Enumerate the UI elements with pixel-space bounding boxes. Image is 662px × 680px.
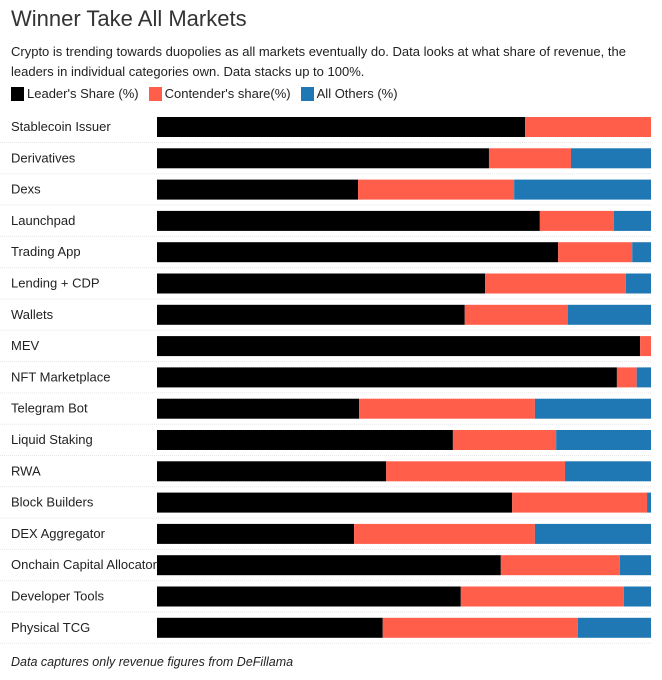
bar-segment-others — [625, 273, 651, 294]
bar-segment-leader — [157, 242, 559, 263]
category-label: DEX Aggregator — [11, 526, 106, 541]
bar-segment-leader — [157, 492, 513, 513]
bar-segment-contender — [558, 242, 633, 263]
bar-segment-others — [570, 148, 651, 169]
bar-segment-leader — [157, 336, 641, 357]
legend: Leader's Share (%) Contender's share(%) … — [11, 86, 398, 101]
bar-segment-leader — [157, 586, 461, 607]
legend-swatch — [148, 86, 162, 101]
bar-segment-others — [632, 242, 651, 263]
bar-segment-others — [647, 492, 651, 513]
category-label: Launchpad — [11, 213, 75, 228]
legend-label: Leader's Share (%) — [27, 86, 139, 101]
bar-segment-others — [613, 210, 651, 231]
bar-segment-others — [568, 304, 651, 325]
legend-item-others: All Others (%) — [300, 86, 398, 101]
category-label: Dexs — [11, 182, 41, 197]
bar-segment-leader — [157, 273, 486, 294]
bar-segment-contender — [460, 586, 624, 607]
bar-segment-contender — [354, 523, 535, 544]
category-label: NFT Marketplace — [11, 369, 110, 384]
bar-segment-leader — [157, 555, 501, 576]
category-label: Liquid Staking — [11, 432, 93, 447]
bar-segment-others — [577, 617, 651, 638]
category-label: Telegram Bot — [11, 401, 88, 416]
legend-swatch — [300, 86, 314, 101]
category-label: Derivatives — [11, 150, 76, 165]
bar-segment-contender — [464, 304, 569, 325]
bar-segment-contender — [616, 367, 637, 388]
bar-segment-leader — [157, 117, 526, 137]
bar-segment-others — [619, 555, 651, 576]
bar-segment-contender — [358, 179, 515, 200]
bar-segment-leader — [157, 430, 453, 450]
bar-segment-contender — [485, 273, 626, 294]
legend-item-leader: Leader's Share (%) — [11, 86, 139, 101]
category-label: Block Builders — [11, 495, 94, 510]
category-label: Trading App — [11, 244, 81, 259]
bar-segment-leader — [157, 179, 359, 200]
category-label: Onchain Capital Allocator — [11, 557, 158, 572]
bar-segment-leader — [157, 304, 465, 325]
bar-segment-others — [534, 398, 651, 419]
footnote: Data captures only revenue figures from … — [11, 655, 294, 669]
bar-segment-leader — [157, 461, 387, 482]
bar-segment-contender — [500, 555, 620, 576]
bar-segment-contender — [386, 461, 566, 482]
legend-label: Contender's share(%) — [164, 86, 291, 101]
legend-label: All Others (%) — [316, 86, 398, 101]
category-label: Developer Tools — [11, 589, 104, 604]
bar-segment-contender — [539, 210, 614, 231]
bar-segment-contender — [512, 492, 648, 513]
bar-segment-leader — [157, 210, 540, 231]
chart-subtitle: Crypto is trending towards duopolies as … — [11, 44, 626, 79]
bar-segment-leader — [157, 523, 355, 544]
bar-segment-leader — [157, 367, 617, 388]
category-label: Lending + CDP — [11, 276, 100, 291]
category-label: Physical TCG — [11, 620, 90, 635]
bar-segment-others — [556, 430, 651, 450]
bar-segment-others — [636, 367, 651, 388]
legend-swatch — [11, 86, 24, 101]
bar-segment-contender — [640, 336, 651, 357]
bar-segment-leader — [157, 398, 360, 419]
bar-segment-others — [565, 461, 651, 482]
bar-segment-contender — [359, 398, 535, 419]
bar-segment-others — [514, 179, 651, 200]
bar-segment-contender — [382, 617, 578, 638]
chart-title: Winner Take All Markets — [11, 6, 247, 31]
bar-segment-leader — [157, 617, 383, 638]
legend-item-contender: Contender's share(%) — [148, 86, 291, 101]
bar-segment-contender — [452, 430, 557, 450]
bar-segment-leader — [157, 148, 489, 169]
bar-segment-others — [623, 586, 651, 607]
category-label: Stablecoin Issuer — [11, 119, 111, 134]
category-label: MEV — [11, 338, 40, 353]
category-label: RWA — [11, 463, 41, 478]
bar-segment-contender — [525, 117, 651, 137]
bar-segment-contender — [488, 148, 571, 169]
category-label: Wallets — [11, 307, 54, 322]
bar-segment-others — [534, 523, 651, 544]
